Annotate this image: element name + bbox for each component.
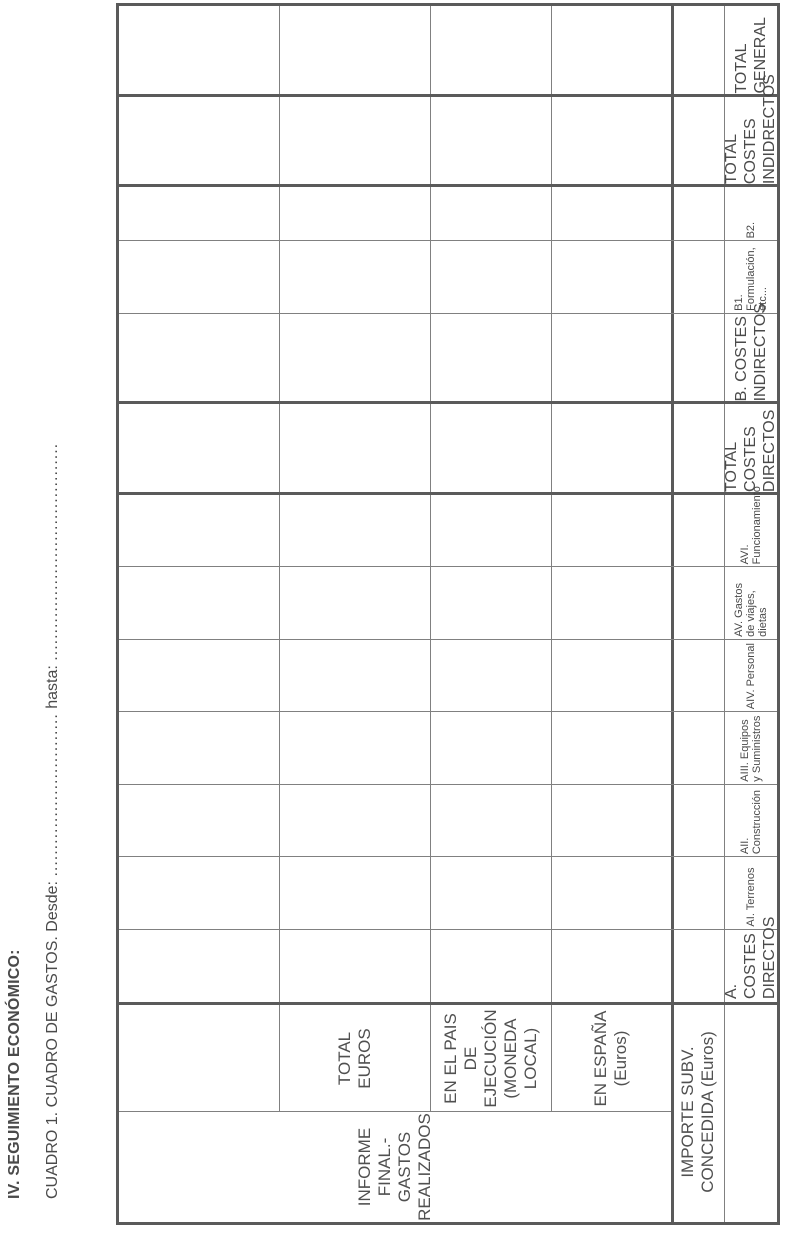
- grid-line: [119, 711, 777, 713]
- table-row-label-text: B. COSTES INDIRECTOS: [732, 303, 769, 402]
- grid-line: [119, 566, 777, 568]
- table-row-label: AII. Construcción: [724, 786, 777, 854]
- table-row-label-text: TOTAL GENERAL: [732, 17, 769, 94]
- grid-line: [119, 240, 777, 242]
- header-informe-final-text: INFORME FINAL.- GASTOS REALIZADOS: [355, 1113, 435, 1221]
- grid-line: [430, 6, 432, 1112]
- table-row-label: B2.: [724, 188, 777, 239]
- table-row-label-text: AII. Construcción: [738, 789, 763, 855]
- table-row-label-text: AVI. Funcionamiento: [738, 486, 763, 565]
- grid-line: [279, 6, 281, 1112]
- table-row-label-text: AIV. Personal: [744, 643, 757, 710]
- grid-line: [119, 638, 777, 640]
- table-row-label-text: AI. Terrenos: [744, 867, 757, 927]
- date-from-field[interactable]: ..............................: [44, 713, 61, 877]
- table-row-label-text: B2.: [744, 221, 757, 239]
- table-row-label: TOTAL COSTES INDIDRECTOS: [723, 74, 778, 184]
- header-total-euros: TOTAL EUROS: [279, 1005, 430, 1112]
- table-row-label: TOTAL COSTES DIRECTOS: [723, 405, 779, 492]
- table-row-label: A. COSTES DIRECTOS: [723, 917, 778, 999]
- grid-line: [119, 856, 777, 858]
- header-espana-text: EN ESPAÑA (Euros): [591, 1010, 631, 1107]
- table-row-label-text: AV. Gastos de viajes, dietas: [732, 583, 769, 637]
- header-espana: EN ESPAÑA (Euros): [551, 1005, 672, 1112]
- grid-line: [119, 184, 777, 188]
- grid-line: [550, 6, 552, 1112]
- grid-line: [119, 312, 777, 314]
- table-row-label-text: A. COSTES DIRECTOS: [723, 916, 779, 999]
- caption-until: hasta:: [44, 665, 61, 709]
- header-importe: IMPORTE SUBV. CONCEDIDA (Euros): [671, 1002, 724, 1222]
- table-row-label: AVI. Funcionamiento: [724, 486, 777, 564]
- header-importe-text: IMPORTE SUBV. CONCEDIDA (Euros): [677, 1031, 717, 1193]
- table-row-label-text: AIII. Equipos y Suministros: [738, 715, 763, 782]
- table-row-label: TOTAL GENERAL: [724, 7, 777, 94]
- header-pais-ejecucion: EN EL PAIS DE EJECUCIÓN (MONEDA LOCAL): [430, 1005, 551, 1112]
- grid-line: [119, 928, 777, 930]
- table-row-label: B1. Formulación, etc...: [724, 242, 777, 311]
- caption-prefix: CUADRO 1. CUADRO DE GASTOS. Desde:: [44, 881, 61, 1199]
- header-pais-ejecucion-text: EN EL PAIS DE EJECUCIÓN (MONEDA LOCAL): [440, 1009, 540, 1108]
- grid-line: [119, 491, 777, 495]
- table-row-label: AV. Gastos de viajes, dietas: [724, 568, 777, 637]
- table-row-label-text: TOTAL COSTES DIRECTOS: [723, 409, 779, 492]
- table-row-label: B. COSTES INDIRECTOS: [724, 303, 777, 401]
- header-informe-final: INFORME FINAL.- GASTOS REALIZADOS: [119, 1112, 671, 1222]
- section-title: IV. SEGUIMIENTO ECONÓMICO:: [6, 949, 23, 1199]
- header-total-euros-text: TOTAL EUROS: [334, 1028, 374, 1089]
- expenses-table: IMPORTE SUBV. CONCEDIDA (Euros) INFORME F…: [116, 3, 780, 1225]
- table-row-label: AI. Terrenos: [724, 858, 777, 926]
- grid-line: [119, 93, 777, 97]
- grid-line: [119, 401, 777, 405]
- table-row-label-text: B1. Formulación, etc...: [732, 247, 769, 311]
- date-to-field[interactable]: ........................................: [44, 442, 61, 661]
- table-caption: CUADRO 1. CUADRO DE GASTOS. Desde: .....…: [44, 79, 62, 1199]
- table-row-label: AIV. Personal: [724, 641, 777, 709]
- grid-line: [119, 783, 777, 785]
- table-row-label: AIII. Equipos y Suministros: [724, 713, 777, 782]
